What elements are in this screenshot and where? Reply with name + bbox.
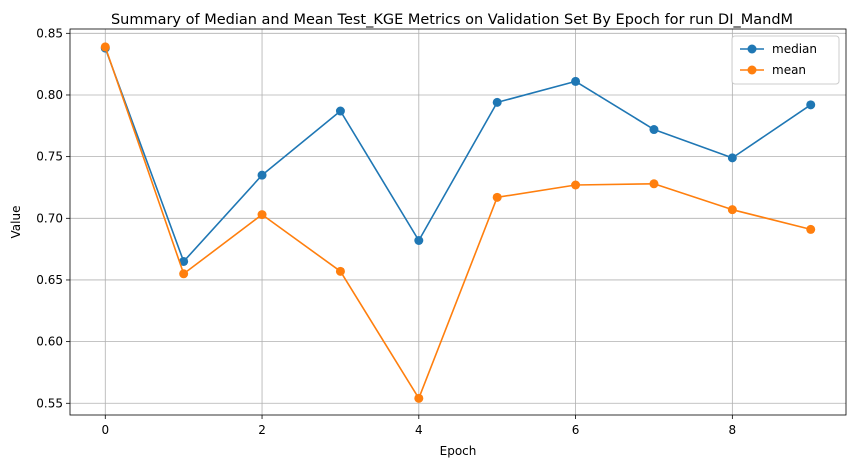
data-point-median: [179, 256, 189, 266]
x-tick-label: 0: [101, 423, 109, 437]
series-line-mean: [104, 46, 811, 400]
y-tick-label: 0.80: [36, 88, 63, 102]
data-point-median: [649, 125, 659, 135]
data-point-mean: [414, 393, 424, 403]
data-point-mean: [727, 205, 737, 215]
y-tick-label: 0.85: [36, 26, 63, 40]
y-tick-label: 0.75: [36, 150, 63, 164]
legend-marker-median: [747, 44, 757, 54]
y-tick-label: 0.65: [36, 273, 63, 287]
data-point-median: [571, 76, 581, 86]
data-point-median: [257, 170, 267, 180]
plot-area: [70, 29, 846, 415]
legend: median mean: [731, 35, 840, 85]
series-mean: [100, 42, 816, 403]
y-tick-label: 0.70: [36, 211, 63, 225]
grid-lines: [70, 29, 846, 415]
data-point-median: [414, 235, 424, 245]
y-tick-label: 0.60: [36, 335, 63, 349]
x-axis-label: Epoch: [440, 444, 477, 458]
plot-frame: [69, 28, 847, 416]
data-point-mean: [571, 180, 581, 190]
data-point-median: [335, 106, 345, 116]
x-tick-label: 2: [258, 423, 266, 437]
data-point-mean: [100, 42, 110, 52]
x-axis-ticks: 0 2 4 6 8: [101, 415, 736, 437]
data-point-mean: [806, 224, 816, 234]
y-axis-ticks: 0.55 0.60 0.65 0.70 0.75 0.80 0.85: [36, 26, 70, 410]
data-point-mean: [257, 210, 267, 220]
series-layer: [100, 42, 816, 403]
x-tick-label: 8: [729, 423, 737, 437]
data-point-mean: [649, 179, 659, 189]
data-point-mean: [492, 192, 502, 202]
x-tick-label: 6: [572, 423, 580, 437]
data-point-mean: [335, 266, 345, 276]
legend-label-median: median: [772, 42, 817, 56]
y-tick-label: 0.55: [36, 396, 63, 410]
data-point-mean: [179, 269, 189, 279]
legend-label-mean: mean: [772, 63, 806, 77]
data-point-median: [806, 100, 816, 110]
data-point-median: [727, 153, 737, 163]
series-line-median: [104, 47, 812, 263]
data-point-median: [492, 97, 502, 107]
y-axis-label: Value: [9, 206, 23, 239]
chart-title: Summary of Median and Mean Test_KGE Metr…: [111, 12, 793, 28]
x-tick-label: 4: [415, 423, 423, 437]
legend-marker-mean: [747, 65, 757, 75]
legend-box: [731, 35, 840, 85]
